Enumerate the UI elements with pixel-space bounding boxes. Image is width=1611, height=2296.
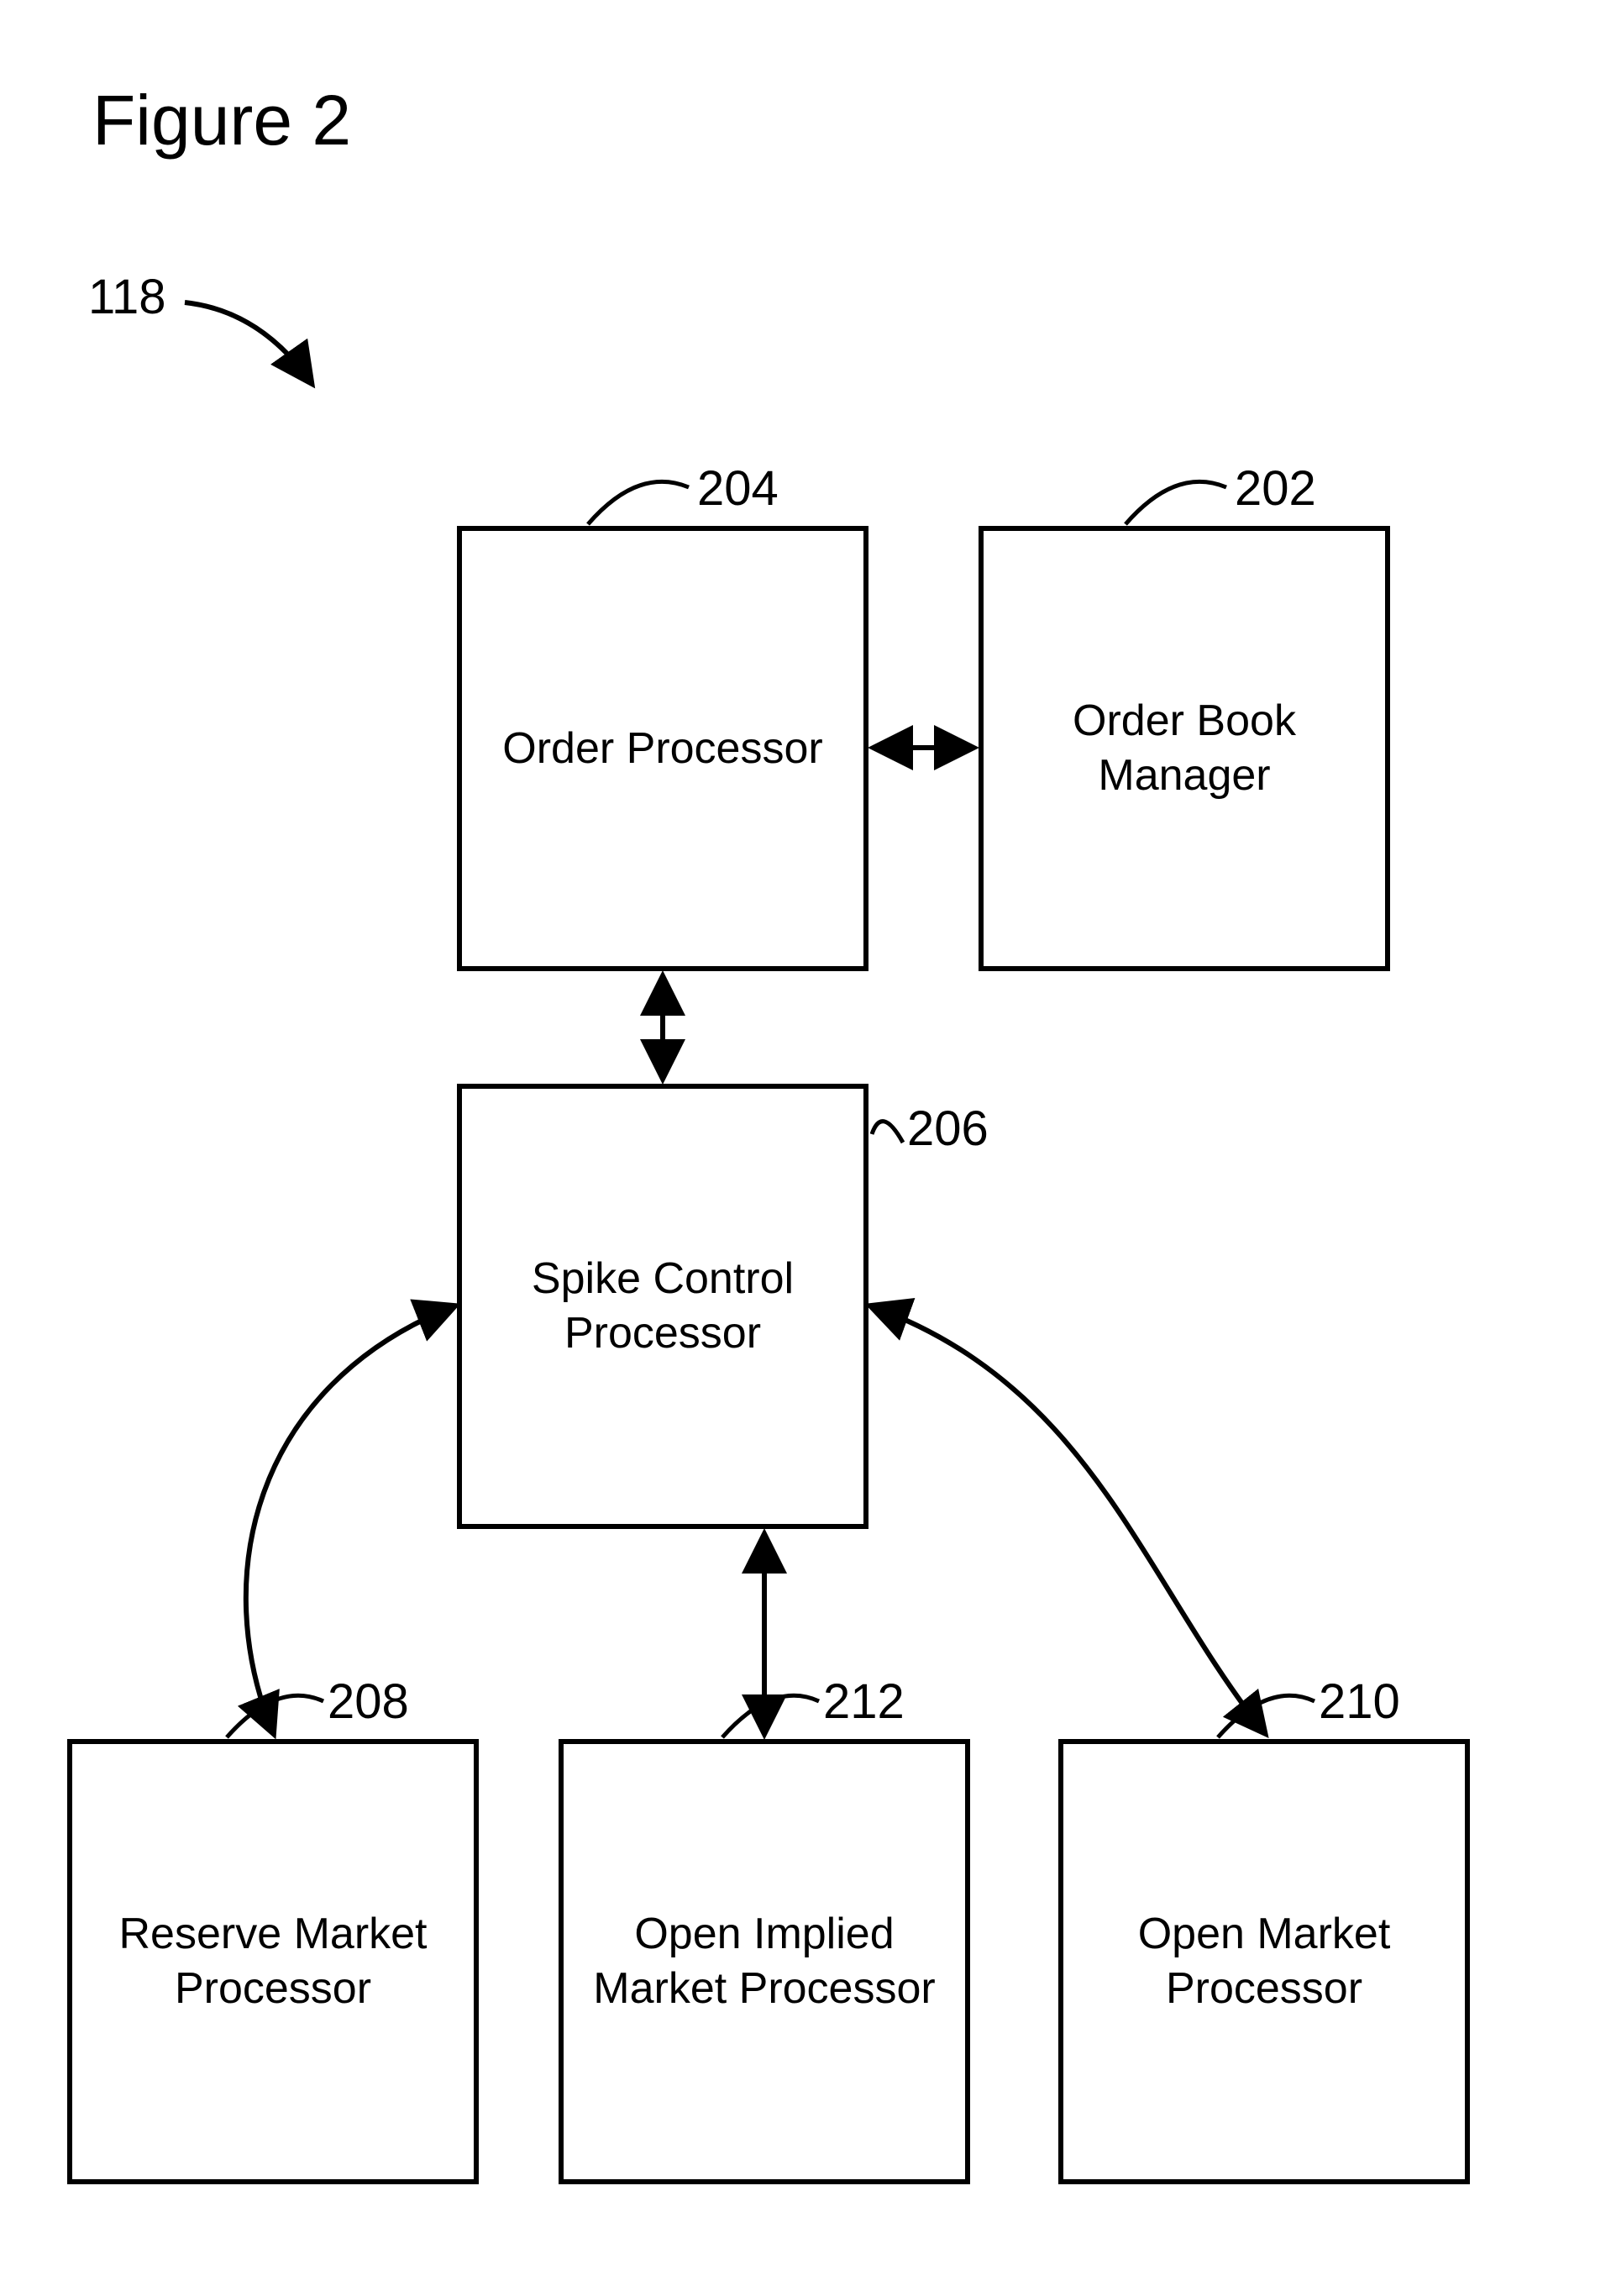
diagram-page: Figure 2 118 Order Processor 204 Order B… — [0, 0, 1611, 2296]
box-open-market: Open Market Processor — [1058, 1739, 1470, 2184]
system-ref: 118 — [88, 269, 165, 325]
leader-118 — [185, 302, 311, 382]
ref-208: 208 — [328, 1673, 409, 1730]
leader-202 — [1126, 481, 1226, 524]
box-order-processor: Order Processor — [457, 526, 868, 971]
box-label: Reserve Market Processor — [89, 1907, 457, 2016]
edge-spike-reserve — [246, 1306, 454, 1732]
box-label: Open Implied Market Processor — [580, 1907, 948, 2016]
box-label: Order Book Manager — [1000, 694, 1368, 803]
ref-212: 212 — [823, 1673, 905, 1730]
leader-210 — [1218, 1695, 1315, 1737]
edge-spike-openmarket — [872, 1306, 1264, 1732]
box-reserve-market: Reserve Market Processor — [67, 1739, 479, 2184]
leader-208 — [227, 1695, 323, 1737]
box-open-implied-market: Open Implied Market Processor — [559, 1739, 970, 2184]
box-order-book-manager: Order Book Manager — [979, 526, 1390, 971]
ref-202: 202 — [1235, 460, 1316, 517]
ref-210: 210 — [1319, 1673, 1400, 1730]
leader-206 — [872, 1122, 903, 1143]
box-label: Open Market Processor — [1080, 1907, 1448, 2016]
leader-212 — [722, 1695, 819, 1737]
box-label: Order Processor — [502, 722, 822, 776]
box-label: Spike Control Processor — [479, 1252, 847, 1361]
leader-204 — [588, 481, 689, 524]
box-spike-control: Spike Control Processor — [457, 1084, 868, 1529]
figure-title: Figure 2 — [92, 80, 351, 161]
ref-204: 204 — [697, 460, 779, 517]
ref-206: 206 — [907, 1101, 989, 1157]
